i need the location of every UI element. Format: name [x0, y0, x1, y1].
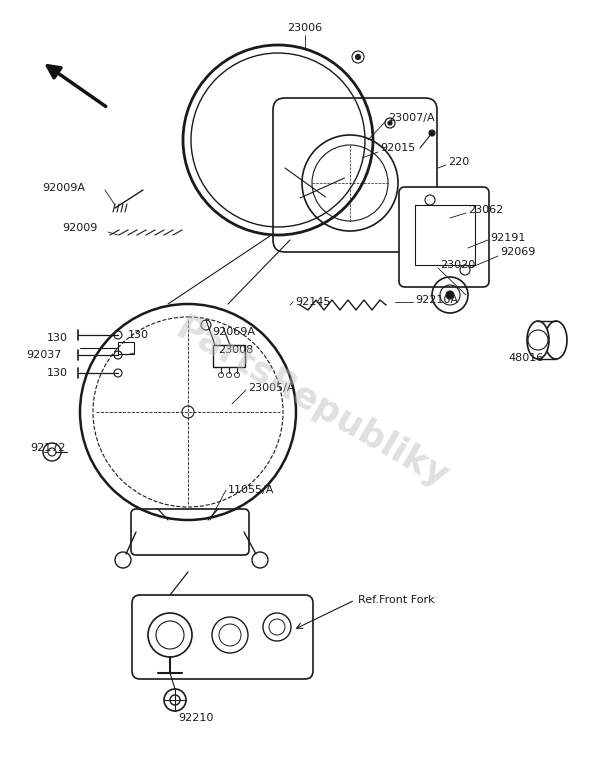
- Text: 92172: 92172: [30, 443, 65, 453]
- FancyBboxPatch shape: [273, 98, 437, 252]
- Text: 92069: 92069: [500, 247, 535, 257]
- Bar: [118, 342, 134, 354]
- Text: 92037: 92037: [26, 350, 62, 360]
- Ellipse shape: [545, 321, 567, 359]
- Circle shape: [446, 291, 454, 299]
- Text: 130: 130: [128, 330, 149, 340]
- Bar: [213, 345, 245, 367]
- Text: 130: 130: [47, 368, 68, 378]
- Text: 23008: 23008: [218, 345, 253, 355]
- Text: 92015: 92015: [380, 143, 415, 153]
- Text: Ref.Front Fork: Ref.Front Fork: [358, 595, 434, 605]
- Text: 92210A: 92210A: [415, 295, 458, 305]
- Text: 130: 130: [47, 333, 68, 343]
- Text: 92009: 92009: [62, 223, 97, 233]
- FancyBboxPatch shape: [132, 595, 313, 679]
- Circle shape: [355, 54, 361, 60]
- Ellipse shape: [527, 321, 549, 359]
- Text: 48016: 48016: [508, 353, 543, 363]
- FancyBboxPatch shape: [399, 187, 489, 287]
- Text: 92210: 92210: [178, 713, 214, 723]
- Text: 92145: 92145: [295, 297, 331, 307]
- Circle shape: [48, 448, 56, 456]
- Circle shape: [429, 130, 435, 136]
- Text: 92191: 92191: [490, 233, 526, 243]
- Text: 23020: 23020: [440, 260, 475, 270]
- Text: 23007/A: 23007/A: [388, 113, 434, 123]
- Text: 92069A: 92069A: [212, 327, 255, 337]
- Text: 220: 220: [448, 157, 469, 167]
- Text: PartsRepubliky: PartsRepubliky: [170, 311, 454, 495]
- FancyBboxPatch shape: [131, 509, 249, 555]
- Text: 92009A: 92009A: [42, 183, 85, 193]
- Circle shape: [388, 121, 392, 125]
- Text: 23062: 23062: [468, 205, 503, 215]
- Text: 23005/A: 23005/A: [248, 383, 295, 393]
- Text: 23006: 23006: [287, 23, 323, 33]
- Text: 11055/A: 11055/A: [228, 485, 274, 495]
